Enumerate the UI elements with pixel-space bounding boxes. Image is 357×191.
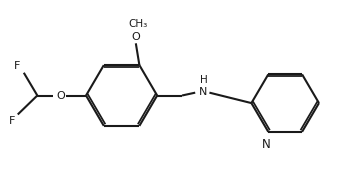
Text: N: N — [262, 138, 271, 151]
Text: F: F — [9, 116, 15, 126]
Text: F: F — [14, 61, 20, 71]
Text: H: H — [200, 75, 207, 85]
Text: N: N — [199, 87, 207, 97]
Text: O: O — [131, 32, 140, 42]
Text: CH₃: CH₃ — [128, 19, 147, 29]
Text: O: O — [57, 91, 66, 100]
